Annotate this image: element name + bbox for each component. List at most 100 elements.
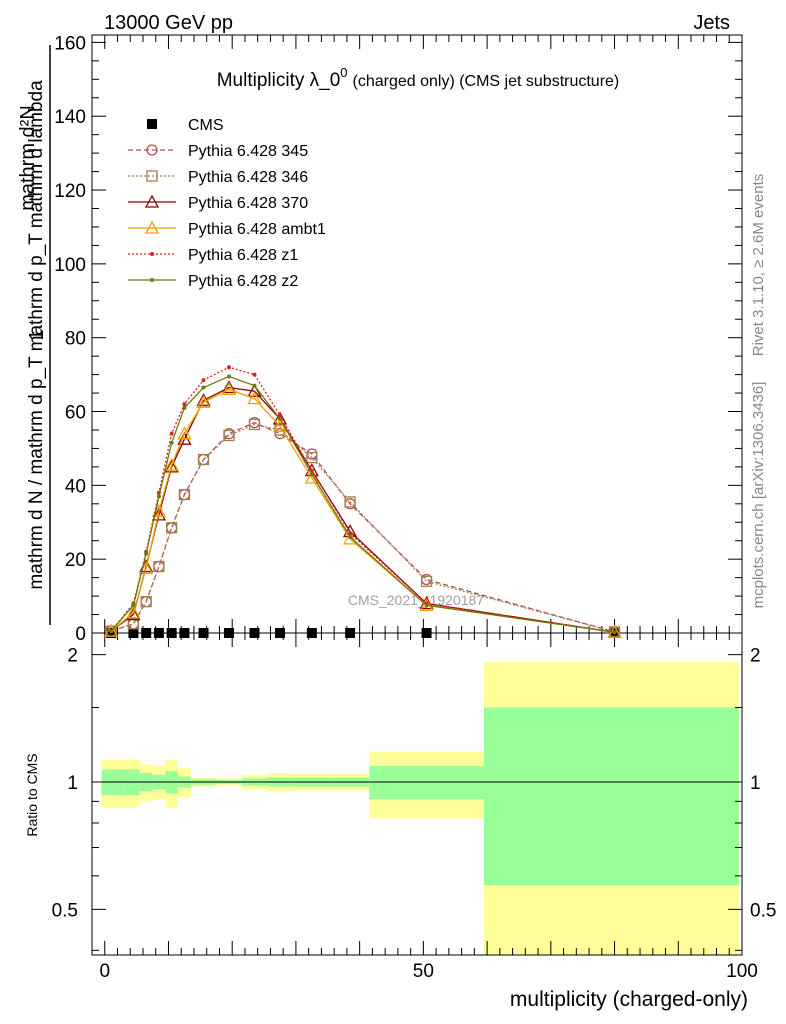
series-6-point — [144, 551, 149, 556]
series-6-point — [227, 374, 232, 379]
main-ytick-label: 80 — [65, 329, 86, 350]
series-6-point — [109, 629, 114, 634]
series-4-point — [196, 394, 211, 408]
main-ytick-label: 20 — [65, 550, 86, 571]
x-tick-label: 0 — [99, 961, 110, 982]
series-4 — [104, 382, 622, 638]
series-6-point — [309, 472, 314, 477]
series-6-point — [201, 385, 206, 390]
series-3-point — [164, 459, 179, 473]
main-ytick-label: 100 — [54, 255, 86, 276]
series-2-point — [306, 452, 318, 464]
y-label-numerator-group: mathrm d²N — [17, 105, 39, 211]
main-y-label: 1 — [26, 45, 51, 625]
series-6-point — [612, 630, 617, 635]
series-0-point — [249, 628, 260, 638]
series-2-point — [153, 560, 165, 573]
ratio-stat-band-12 — [369, 766, 484, 800]
series-0-point — [224, 628, 235, 638]
series-0-point — [179, 628, 190, 638]
series-4-point — [126, 605, 141, 619]
main-ytick-label: 40 — [65, 476, 86, 497]
series-4-point — [272, 418, 288, 432]
series-2-point — [166, 522, 178, 534]
series-0-point — [153, 628, 164, 638]
main-ytick-label: 120 — [54, 181, 86, 202]
main-y-axis: 0 20 40 60 80 100 120 140 160 — [54, 33, 742, 645]
header-right: Jets — [693, 12, 730, 34]
header-left: 13000 GeV pp — [104, 12, 233, 34]
series-4-point — [164, 457, 179, 471]
ratio-y-label-group: Ratio to CMS — [24, 753, 40, 836]
series-2-point — [178, 488, 191, 501]
series-4-point — [419, 597, 434, 611]
chart-title-rest: (charged only) (CMS jet substructure) — [353, 73, 620, 90]
series-5-point — [169, 431, 174, 436]
series-2-point — [344, 496, 356, 508]
series-0-point — [141, 628, 152, 638]
series-5-point — [227, 365, 232, 370]
series-line-2 — [110, 423, 615, 633]
side-version: Rivet 3.1.10, ≥ 2.6M events — [750, 174, 767, 357]
legend-label-6: Pythia 6.428 z2 — [188, 273, 298, 290]
chart-title-sup: 0 — [340, 65, 347, 80]
side-version-group: Rivet 3.1.10, ≥ 2.6M events — [750, 174, 767, 357]
series-2-point — [248, 418, 261, 431]
legend-label-0: CMS — [188, 117, 224, 134]
series-3-point — [196, 393, 211, 407]
series-2-point — [420, 575, 433, 587]
legend-label-4: Pythia 6.428 ambt1 — [188, 221, 326, 238]
series-6 — [109, 374, 617, 635]
series-1-point — [127, 618, 140, 630]
y-label-denominator: mathrm d N / mathrm d p_T mathrm d p_T m… — [26, 80, 47, 590]
ratio-ytick-label-left: 1 — [67, 773, 78, 794]
series-1-point — [153, 560, 165, 573]
y-label-one: 1 — [26, 329, 48, 340]
series-5-point — [201, 378, 206, 383]
series-4-point — [177, 426, 192, 440]
series-line-4 — [110, 388, 615, 633]
series-line-1 — [110, 421, 615, 633]
ratio-ytick-label-left: 0.5 — [52, 900, 78, 921]
series-2-point — [127, 618, 140, 630]
chart-title: Multiplicity λ_00 (charged only) (CMS jet… — [217, 65, 620, 91]
ratio-bands — [92, 662, 742, 955]
series-6-point — [277, 416, 282, 421]
ratio-y-label: Ratio to CMS — [24, 753, 40, 836]
series-line-5 — [110, 366, 615, 633]
main-ytick-label: 140 — [54, 107, 86, 128]
main-x-axis — [104, 35, 743, 633]
chart-title-main: Multiplicity λ_0 — [217, 70, 341, 91]
series-6-point — [131, 603, 136, 608]
series-3-point — [272, 411, 288, 425]
series-0-point — [306, 628, 317, 638]
side-url: mcplots.cern.ch [arXiv:1306.3436] — [750, 382, 767, 609]
series-0-point — [421, 628, 432, 638]
legend-label-3: Pythia 6.428 370 — [188, 195, 308, 212]
legend-marker-6 — [150, 278, 154, 282]
series-5-point — [252, 372, 257, 377]
series-0-point — [274, 628, 285, 638]
series-5-point — [182, 402, 187, 407]
series-2-point — [197, 453, 210, 466]
side-url-group: mcplots.cern.ch [arXiv:1306.3436] — [750, 382, 767, 609]
series-4-point — [104, 623, 119, 637]
x-tick-label: 100 — [726, 961, 758, 982]
series-4-point — [221, 382, 237, 396]
ratio-ytick-label-left: 2 — [67, 646, 78, 667]
series-6-point — [424, 603, 429, 608]
legend-marker-2 — [146, 170, 158, 182]
x-tick-label: 50 — [413, 961, 434, 982]
ratio-ytick-label-right: 1 — [750, 773, 761, 794]
ratio-ytick-label-right: 0.5 — [750, 900, 776, 921]
series-1-point — [166, 522, 178, 534]
series-2-point — [223, 429, 235, 442]
legend-label-1: Pythia 6.428 345 — [188, 143, 308, 160]
legend-marker-0 — [147, 119, 157, 129]
main-ytick-label: 160 — [54, 33, 86, 54]
series-4-point — [247, 391, 262, 405]
series-line-6 — [110, 375, 615, 633]
ratio-ytick-label-right: 2 — [750, 646, 761, 667]
legend-label-2: Pythia 6.428 346 — [188, 169, 308, 186]
